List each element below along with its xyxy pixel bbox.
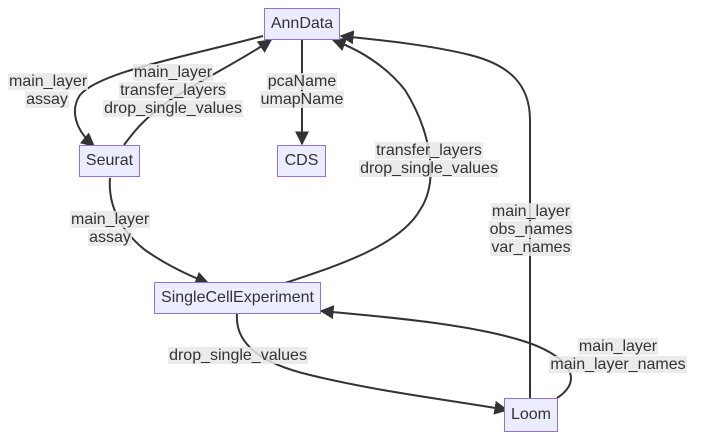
- edge-label-seurat-to-sce: main_layer assay: [70, 211, 151, 247]
- node-singlecellexperiment[interactable]: SingleCellExperiment: [154, 282, 321, 314]
- node-seurat[interactable]: Seurat: [79, 145, 140, 177]
- edge-seurat-to-sce: [108, 177, 210, 285]
- edge-label-line: var_names: [490, 239, 572, 256]
- edge-label-line: drop_single_values: [168, 347, 308, 364]
- edge-label-line: drop_single_values: [359, 160, 499, 177]
- edge-sce-to-loom: [235, 313, 509, 415]
- node-anndata[interactable]: AnnData: [264, 8, 340, 40]
- edge-seurat-to-anndata: [123, 39, 273, 146]
- edge-label-line: drop_single_values: [103, 100, 243, 117]
- node-cds[interactable]: CDS: [277, 145, 326, 177]
- edge-label-line: transfer_layers: [119, 82, 227, 99]
- edge-label-sce-to-anndata: transfer_layers drop_single_values: [359, 142, 499, 178]
- edge-loom-to-anndata: [339, 30, 531, 400]
- edge-label-line: obs_names: [488, 221, 574, 238]
- edge-label-anndata-to-seurat: main_layer assay: [8, 73, 89, 109]
- edge-label-loom-to-sce: main_layer main_layer_names: [548, 338, 688, 374]
- edge-label-line: transfer_layers: [375, 142, 483, 159]
- edge-label-seurat-to-anndata: main_layer transfer_layers drop_single_v…: [103, 64, 243, 118]
- edge-anndata-to-seurat: [74, 35, 264, 147]
- edge-label-line: umapName: [259, 91, 345, 108]
- edge-label-line: main_layer: [8, 73, 89, 90]
- edge-label-sce-to-loom: drop_single_values: [166, 347, 310, 365]
- edge-label-line: pcaName: [266, 73, 338, 90]
- edge-label-line: main_layer: [490, 203, 572, 220]
- edge-label-loom-to-anndata: main_layer obs_names var_names: [487, 203, 575, 257]
- edge-label-line: main_layer: [70, 211, 151, 228]
- edge-loom-to-sce: [319, 305, 572, 399]
- edge-label-line: main_layer_names: [549, 356, 687, 373]
- edge-label-line: assay: [88, 229, 132, 246]
- node-loom[interactable]: Loom: [504, 398, 558, 432]
- edge-label-anndata-to-cds: pcaName umapName: [259, 73, 345, 109]
- edge-label-line: main_layer: [577, 338, 659, 355]
- edge-label-line: assay: [25, 91, 69, 108]
- edge-label-line: main_layer: [132, 64, 214, 81]
